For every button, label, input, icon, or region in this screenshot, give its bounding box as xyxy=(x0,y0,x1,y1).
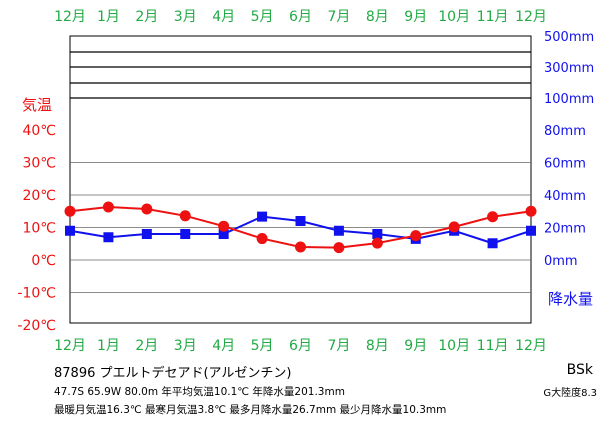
month-label-bottom: 12月 xyxy=(515,338,547,354)
month-label-bottom: 8月 xyxy=(366,338,389,354)
temperature-point xyxy=(487,211,499,223)
chart-grid xyxy=(69,35,532,324)
month-label-bottom: 4月 xyxy=(212,338,235,354)
temperature-point xyxy=(525,205,537,217)
precipitation-tick: 20mm xyxy=(544,222,586,237)
precipitation-point xyxy=(218,229,229,239)
temperature-point xyxy=(448,221,460,233)
continentality-index: G大陸度8.3 xyxy=(543,388,597,399)
precipitation-point xyxy=(372,229,383,239)
temperature-point xyxy=(141,203,153,215)
temperature-tick: -10℃ xyxy=(17,286,56,302)
month-label-bottom: 6月 xyxy=(289,338,312,354)
precipitation-point xyxy=(526,225,536,236)
month-label-top: 6月 xyxy=(289,9,312,25)
month-label-bottom: 10月 xyxy=(438,338,470,354)
month-label-top: 5月 xyxy=(251,9,274,25)
temperature-axis-label: 気温 xyxy=(22,96,52,114)
precipitation-tick-labels: 500mm 300mm 100mm 80mm 60mm 40mm 20mm 0mm xyxy=(544,30,594,269)
precipitation-tick: 40mm xyxy=(544,189,586,204)
temperature-tick: 40℃ xyxy=(22,123,56,139)
precipitation-tick: 80mm xyxy=(544,124,586,139)
month-label-bottom: 7月 xyxy=(327,338,350,354)
precipitation-tick: 60mm xyxy=(544,157,586,172)
station-stats-line2: 最暖月気温16.3℃ 最寒月気温3.8℃ 最多月降水量26.7mm 最少月降水量… xyxy=(54,404,447,416)
temperature-point xyxy=(295,241,306,253)
month-label-top: 12月 xyxy=(515,9,547,25)
temperature-tick: 20℃ xyxy=(22,188,56,204)
month-label-top: 9月 xyxy=(404,9,427,25)
precipitation-tick-upper: 300mm xyxy=(544,61,594,76)
temperature-point xyxy=(218,220,230,232)
precipitation-point xyxy=(141,229,152,239)
month-label-bottom: 1月 xyxy=(97,338,120,354)
temperature-point xyxy=(179,210,191,222)
month-label-top: 12月 xyxy=(54,9,86,25)
month-label-bottom: 11月 xyxy=(477,338,509,354)
month-label-top: 11月 xyxy=(477,9,509,25)
month-label-bottom: 5月 xyxy=(251,338,274,354)
precipitation-point xyxy=(257,211,268,222)
month-label-top: 8月 xyxy=(366,9,389,25)
temperature-tick: 0℃ xyxy=(31,253,56,269)
climate-chart: 12月 1月 2月 3月 4月 5月 6月 7月 8月 9月 10月 11月 12月 気温 40℃ 30℃… xyxy=(17,9,594,354)
month-label-bottom: 12月 xyxy=(54,338,86,354)
month-label-top: 1月 xyxy=(97,9,120,25)
temperature-tick: -20℃ xyxy=(17,318,56,334)
station-stats-line1: 47.7S 65.9W 80.0m 年平均気温10.1℃ 年降水量201.3mm xyxy=(54,386,345,398)
precipitation-point xyxy=(333,225,344,236)
temperature-point xyxy=(410,230,422,242)
precipitation-axis-label: 降水量 xyxy=(548,290,593,308)
station-name: 87896 プエルトデセアド(アルゼンチン) xyxy=(54,366,292,381)
precipitation-tick: 0mm xyxy=(544,254,578,269)
temperature-point xyxy=(64,205,76,217)
month-label-top: 3月 xyxy=(174,9,197,25)
precipitation-point xyxy=(65,225,75,236)
climate-classification: BSk xyxy=(566,362,593,378)
month-label-bottom: 9月 xyxy=(404,338,427,354)
month-label-top: 10月 xyxy=(438,9,470,25)
month-label-top: 2月 xyxy=(135,9,158,25)
month-labels-top: 12月 1月 2月 3月 4月 5月 6月 7月 8月 9月 10月 11月 12月 xyxy=(54,9,547,25)
month-labels-bottom: 12月 1月 2月 3月 4月 5月 6月 7月 8月 9月 10月 11月 12月 xyxy=(54,338,547,354)
temperature-point xyxy=(102,201,114,213)
precipitation-point xyxy=(103,232,114,243)
precipitation-point xyxy=(180,229,191,239)
temperature-tick: 30℃ xyxy=(22,156,56,172)
month-label-bottom: 3月 xyxy=(174,338,197,354)
temperature-series xyxy=(64,201,537,254)
precipitation-point xyxy=(295,216,306,226)
temperature-tick: 10℃ xyxy=(22,221,56,237)
precipitation-tick-upper: 100mm xyxy=(544,92,594,107)
temperature-point xyxy=(256,233,268,245)
plot-frame xyxy=(69,35,532,324)
month-label-bottom: 2月 xyxy=(135,338,158,354)
precipitation-tick-upper: 500mm xyxy=(544,30,594,45)
temperature-tick-labels: 40℃ 30℃ 20℃ 10℃ 0℃ -10℃ -20℃ xyxy=(17,123,56,334)
precipitation-point xyxy=(487,238,498,249)
temperature-point xyxy=(371,237,383,249)
temperature-point xyxy=(333,242,345,254)
month-label-top: 7月 xyxy=(327,9,350,25)
month-label-top: 4月 xyxy=(212,9,235,25)
